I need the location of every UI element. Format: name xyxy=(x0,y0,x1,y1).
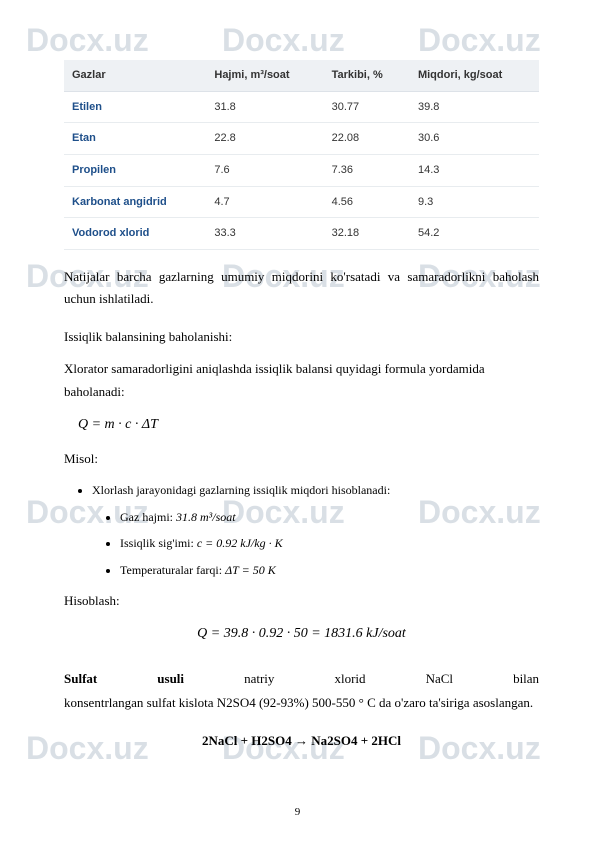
col-miqdori: Miqdori, kg/soat xyxy=(410,60,539,91)
col-gazlar: Gazlar xyxy=(64,60,206,91)
table-header-row: Gazlar Hajmi, m³/soat Tarkibi, % Miqdori… xyxy=(64,60,539,91)
table-row: Etan 22.8 22.08 30.6 xyxy=(64,123,539,155)
page-content: Gazlar Hajmi, m³/soat Tarkibi, % Miqdori… xyxy=(0,0,595,772)
list-outer: Xlorlash jarayonidagi gazlarning issiqli… xyxy=(92,480,539,580)
gas-table: Gazlar Hajmi, m³/soat Tarkibi, % Miqdori… xyxy=(64,60,539,250)
label-misol: Misol: xyxy=(64,448,539,470)
table-row: Etilen 31.8 30.77 39.8 xyxy=(64,91,539,123)
col-tarkibi: Tarkibi, % xyxy=(324,60,410,91)
formula-q: Q = m · c · ΔT xyxy=(78,413,539,437)
label-hisoblash: Hisoblash: xyxy=(64,590,539,612)
list-item: Xlorlash jarayonidagi gazlarning issiqli… xyxy=(92,480,539,580)
table-row: Propilen 7.6 7.36 14.3 xyxy=(64,155,539,187)
list-item: Gaz hajmi: 31.8 m³/soat xyxy=(120,507,539,527)
sulfat-line-2: konsentrlangan sulfat kislota N2SO4 (92-… xyxy=(64,692,539,714)
formula-result: Q = 39.8 · 0.92 · 50 = 1831.6 kJ/soat xyxy=(64,622,539,646)
page-number: 9 xyxy=(0,806,595,818)
paragraph-xlorator: Xlorator samaradorligini aniqlashda issi… xyxy=(64,358,539,402)
table-row: Vodorod xlorid 33.3 32.18 54.2 xyxy=(64,218,539,250)
list-item: Issiqlik sig'imi: c = 0.92 kJ/kg · K xyxy=(120,533,539,553)
table-row: Karbonat angidrid 4.7 4.56 9.3 xyxy=(64,186,539,218)
paragraph-results: Natijalar barcha gazlarning umumiy miqdo… xyxy=(64,266,539,310)
col-hajmi: Hajmi, m³/soat xyxy=(206,60,323,91)
sulfat-line-1: Sulfat usuli natriy xlorid NaCl bilan xyxy=(64,668,539,690)
list-inner: Gaz hajmi: 31.8 m³/soat Issiqlik sig'imi… xyxy=(120,507,539,580)
list-item: Temperaturalar farqi: ΔT = 50 K xyxy=(120,560,539,580)
heading-issiqlik: Issiqlik balansining baholanishi: xyxy=(64,326,539,348)
reaction-equation: 2NaCl + H2SO4 → Na2SO4 + 2HCl xyxy=(64,730,539,752)
